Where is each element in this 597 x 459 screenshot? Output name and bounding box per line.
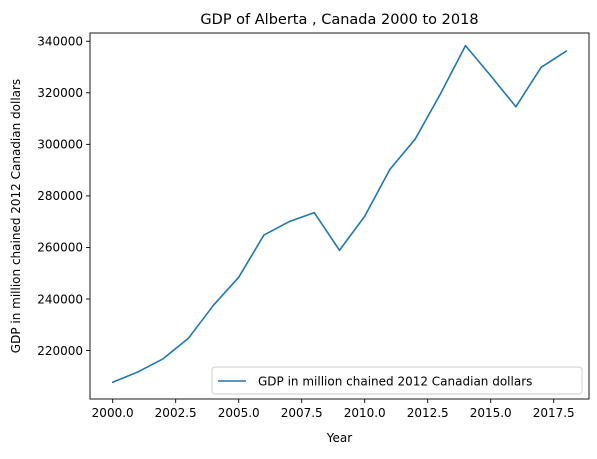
data-point [515,105,517,108]
data-point [187,337,190,340]
y-tick-label: 340000 [37,35,83,49]
x-tick-label: 2002.5 [155,406,197,420]
x-tick-label: 2000.0 [92,406,134,420]
y-tick-label: 280000 [37,189,83,203]
x-tick-label: 2017.5 [533,406,575,420]
x-tick-label: 2015.0 [470,406,512,420]
legend-label: GDP in million chained 2012 Canadian dol… [258,375,532,389]
data-point [439,93,442,95]
y-tick-label: 320000 [37,86,83,100]
x-axis-label: Year [326,431,352,445]
y-tick-label: 220000 [37,344,83,358]
data-point [389,168,391,171]
x-tick-label: 2010.0 [344,406,386,420]
x-tick-label: 2007.5 [281,406,323,420]
legend-box [211,366,583,395]
data-point [288,220,290,223]
data-point [111,381,114,384]
data-point [237,276,240,279]
y-axis: 220000 240000 260000 280000 300000 320000 3400… [37,35,90,358]
plot-area: 2000.0 2002.5 2005.0 2007.5 2010.0 2012.5 2015… [37,32,590,420]
data-point [212,304,215,306]
x-tick-label: 2012.5 [407,406,449,420]
y-tick-label: 300000 [37,138,83,152]
x-tick-label: 2005.0 [218,406,260,420]
data-point [464,44,467,47]
data-point [313,211,316,214]
plot-frame [89,32,590,400]
y-axis-label: GDP in million chained 2012 Canadian dol… [9,79,23,353]
data-point [137,371,139,373]
data-point [162,357,164,360]
data-point [540,66,542,69]
x-axis: 2000.0 2002.5 2005.0 2007.5 2010.0 2012.5 2015… [92,399,575,420]
y-tick-label: 240000 [37,292,83,306]
y-tick-label: 260000 [37,241,83,255]
data-point [414,138,416,140]
chart-title: GDP of Alberta , Canada 2000 to 2018 [200,12,478,28]
legend: GDP in million chained 2012 Canadian dol… [211,366,583,395]
data-point [489,74,492,77]
series-layer [111,44,568,384]
data-point [565,50,568,52]
data-point [363,215,366,218]
data-point [338,249,341,252]
data-point [263,234,265,236]
